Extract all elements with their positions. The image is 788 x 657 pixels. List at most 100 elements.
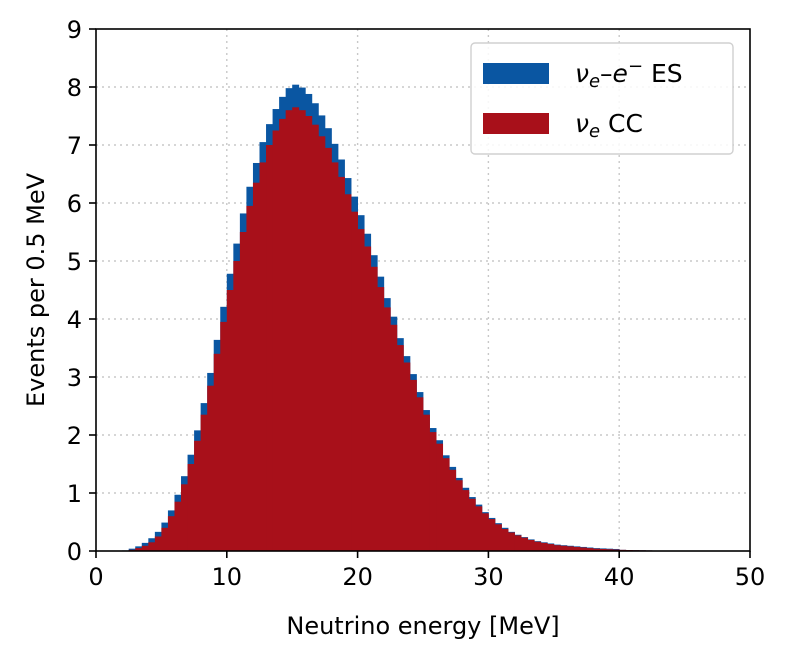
es-bar: [128, 548, 136, 551]
cc-bar: [167, 516, 175, 551]
cc-bar: [455, 480, 463, 551]
cc-bar: [573, 546, 581, 551]
cc-bar: [606, 549, 614, 551]
cc-bar: [233, 261, 241, 551]
cc-bar: [220, 321, 228, 551]
cc-bar: [579, 547, 587, 551]
cc-bar: [266, 145, 273, 551]
cc-bar: [285, 110, 293, 551]
cc-bar: [370, 266, 378, 551]
cc-bar: [593, 548, 600, 551]
cc-bar: [423, 414, 430, 551]
cc-bar: [148, 542, 156, 551]
cc-bar: [527, 539, 535, 551]
legend-swatch-cc: [483, 113, 549, 134]
cc-bar: [390, 324, 398, 551]
cc-bar: [488, 519, 496, 551]
cc-bar: [252, 182, 260, 551]
cc-bar: [194, 440, 202, 551]
cc-bar: [187, 464, 195, 551]
cc-bar: [547, 544, 555, 551]
cc-bar: [475, 506, 483, 551]
cc-bar: [207, 385, 215, 551]
legend-label-es: νe–e− ES: [575, 56, 683, 92]
y-axis-label: Events per 0.5 MeV: [22, 172, 50, 407]
cc-bar: [272, 130, 280, 551]
y-tick-label: 7: [67, 132, 82, 160]
y-tick-label: 0: [67, 538, 82, 566]
cc-bar: [331, 162, 339, 551]
cc-bar: [305, 116, 313, 551]
cc-bar: [553, 545, 561, 551]
legend-label-cc: νe CC: [575, 109, 643, 142]
legend: νe–e− ES νe CC: [470, 42, 734, 155]
cc-bar: [200, 414, 208, 551]
y-tick-label: 3: [67, 364, 82, 392]
cc-bar: [566, 546, 574, 551]
cc-bar: [311, 124, 319, 551]
cc-bar: [154, 536, 162, 551]
cc-bar: [429, 432, 437, 551]
cc-bar: [298, 110, 306, 551]
x-axis-ticks: 0 10 20 30 40 50: [88, 551, 765, 591]
cc-bar: [344, 194, 352, 552]
cc-bar: [141, 545, 149, 551]
cc-bar: [514, 535, 522, 551]
cc-bar: [396, 345, 404, 551]
cc-bar: [161, 527, 169, 551]
x-tick-label: 30: [473, 563, 504, 591]
cc-bar: [259, 162, 267, 551]
cc-bar: [481, 513, 489, 551]
cc-bar: [599, 548, 607, 551]
y-tick-label: 8: [67, 74, 82, 102]
cc-bar: [586, 548, 594, 551]
cc-bar: [279, 118, 287, 552]
cc-bar: [436, 443, 444, 551]
cc-bar: [181, 484, 188, 551]
y-axis-ticks: 0 1 2 3 4 5 6 7 8 9: [67, 16, 96, 566]
cc-bar: [364, 246, 372, 551]
cc-bar: [337, 176, 345, 551]
x-tick-label: 50: [735, 563, 766, 591]
cc-bar: [357, 229, 365, 551]
cc-bar: [377, 287, 385, 551]
cc-bar: [383, 307, 391, 551]
cc-bar: [540, 542, 548, 551]
x-axis-label: Neutrino energy [MeV]: [286, 612, 559, 640]
x-tick-label: 10: [212, 563, 243, 591]
y-tick-label: 2: [67, 422, 82, 450]
x-tick-label: 0: [88, 563, 103, 591]
y-tick-label: 6: [67, 190, 82, 218]
cc-bar: [416, 397, 424, 551]
cc-bar: [403, 362, 411, 551]
cc-bar: [494, 524, 502, 551]
cc-bar: [292, 107, 300, 552]
cc-bar: [318, 136, 326, 552]
cc-series-bars: [128, 107, 712, 552]
cc-bar: [468, 498, 476, 551]
cc-bar: [462, 490, 470, 551]
cc-bar: [449, 469, 457, 551]
cc-bar: [239, 232, 247, 551]
cc-bar: [501, 528, 509, 551]
x-tick-label: 40: [604, 563, 635, 591]
cc-bar: [534, 541, 542, 551]
plot-frame: [95, 28, 751, 552]
y-tick-label: 9: [67, 16, 82, 44]
cc-bar: [508, 532, 515, 551]
cc-bar: [135, 548, 143, 551]
cc-bar: [174, 501, 182, 551]
cc-bar: [246, 205, 254, 551]
cc-bar: [351, 211, 358, 551]
x-tick-label: 20: [342, 563, 373, 591]
legend-swatch-es: [483, 63, 549, 84]
cc-bar: [213, 353, 221, 551]
cc-bar: [521, 537, 529, 551]
cc-bar: [560, 545, 568, 551]
y-tick-label: 5: [67, 248, 82, 276]
cc-bar: [442, 458, 450, 551]
y-tick-label: 1: [67, 480, 82, 508]
y-tick-label: 4: [67, 306, 82, 334]
cc-bar: [226, 290, 234, 551]
